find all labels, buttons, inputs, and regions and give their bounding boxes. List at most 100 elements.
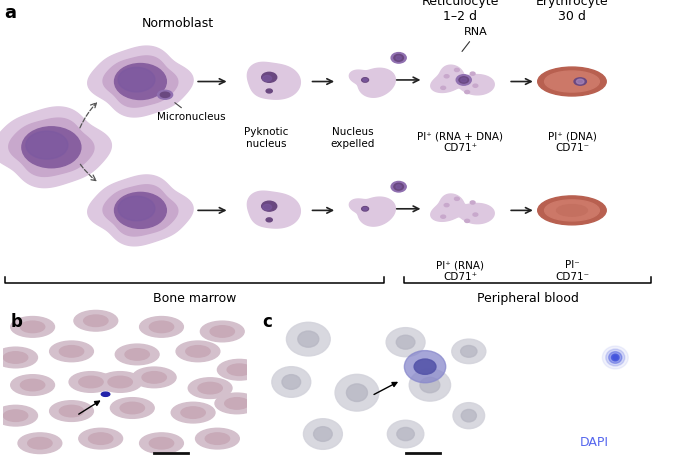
Text: Normoblast: Normoblast <box>142 17 214 30</box>
Ellipse shape <box>556 204 588 216</box>
Ellipse shape <box>22 127 81 168</box>
Ellipse shape <box>444 203 449 207</box>
Ellipse shape <box>18 433 62 454</box>
Ellipse shape <box>282 374 301 390</box>
Ellipse shape <box>120 402 145 414</box>
Ellipse shape <box>158 90 173 99</box>
Ellipse shape <box>453 403 484 429</box>
Ellipse shape <box>49 341 93 362</box>
Ellipse shape <box>460 346 477 357</box>
Text: PI⁺ (RNA + DNA)
CD71⁺: PI⁺ (RNA + DNA) CD71⁺ <box>417 131 503 153</box>
Ellipse shape <box>98 372 142 392</box>
Ellipse shape <box>118 67 155 92</box>
Ellipse shape <box>225 398 249 409</box>
Ellipse shape <box>88 433 113 444</box>
Ellipse shape <box>262 201 277 211</box>
Ellipse shape <box>115 344 159 365</box>
Polygon shape <box>9 118 94 177</box>
Text: PI⁻
CD71⁻: PI⁻ CD71⁻ <box>555 260 589 282</box>
Ellipse shape <box>363 79 367 81</box>
Polygon shape <box>88 175 193 246</box>
Ellipse shape <box>347 384 367 401</box>
Ellipse shape <box>397 427 414 441</box>
Ellipse shape <box>108 376 132 388</box>
Ellipse shape <box>198 382 222 394</box>
Ellipse shape <box>459 77 469 83</box>
Ellipse shape <box>186 346 210 357</box>
Ellipse shape <box>609 352 622 363</box>
Ellipse shape <box>470 201 475 204</box>
Ellipse shape <box>420 377 440 393</box>
Text: c: c <box>262 313 272 331</box>
Ellipse shape <box>455 68 459 72</box>
Ellipse shape <box>303 419 342 449</box>
Ellipse shape <box>215 393 259 414</box>
Ellipse shape <box>262 204 271 210</box>
Ellipse shape <box>195 428 239 449</box>
Ellipse shape <box>464 219 469 222</box>
Text: Nucleus
expelled: Nucleus expelled <box>331 127 375 149</box>
Ellipse shape <box>21 379 45 391</box>
Ellipse shape <box>409 369 451 401</box>
Ellipse shape <box>262 73 277 82</box>
Polygon shape <box>349 68 395 97</box>
Text: a: a <box>4 4 16 22</box>
Ellipse shape <box>286 322 330 356</box>
Ellipse shape <box>142 372 166 383</box>
Ellipse shape <box>545 71 599 92</box>
Text: Peripheral blood: Peripheral blood <box>477 292 578 305</box>
Ellipse shape <box>298 331 319 347</box>
Text: b: b <box>11 313 23 331</box>
Ellipse shape <box>206 433 229 444</box>
Ellipse shape <box>132 367 176 388</box>
Ellipse shape <box>0 406 38 426</box>
Ellipse shape <box>60 406 84 417</box>
Polygon shape <box>349 197 395 226</box>
Ellipse shape <box>441 215 445 218</box>
Ellipse shape <box>60 346 84 357</box>
Text: Pyknotic
nucleus: Pyknotic nucleus <box>244 127 288 149</box>
Ellipse shape <box>201 321 244 342</box>
Ellipse shape <box>452 339 486 364</box>
Ellipse shape <box>613 356 618 359</box>
Ellipse shape <box>188 378 232 398</box>
Text: Reticulocyte
1–2 d: Reticulocyte 1–2 d <box>422 0 499 24</box>
Polygon shape <box>247 62 300 99</box>
Polygon shape <box>431 194 495 224</box>
Ellipse shape <box>272 366 311 397</box>
Ellipse shape <box>545 200 599 221</box>
Polygon shape <box>247 191 300 228</box>
Ellipse shape <box>11 317 55 337</box>
Ellipse shape <box>84 315 108 326</box>
Ellipse shape <box>140 317 184 337</box>
Ellipse shape <box>386 328 425 357</box>
Ellipse shape <box>444 75 449 78</box>
Polygon shape <box>103 185 178 236</box>
Text: DAPI: DAPI <box>580 436 609 449</box>
Ellipse shape <box>606 349 625 366</box>
Ellipse shape <box>464 90 469 94</box>
Ellipse shape <box>602 346 628 369</box>
Ellipse shape <box>394 55 403 61</box>
Ellipse shape <box>391 53 406 63</box>
Ellipse shape <box>176 341 220 362</box>
Text: Erythrocyte
30 d: Erythrocyte 30 d <box>536 0 608 24</box>
Ellipse shape <box>74 310 118 331</box>
Ellipse shape <box>391 181 406 192</box>
Ellipse shape <box>27 438 52 449</box>
Ellipse shape <box>69 372 113 392</box>
Ellipse shape <box>335 374 379 411</box>
Text: d: d <box>517 313 529 331</box>
Ellipse shape <box>181 407 206 418</box>
Ellipse shape <box>114 192 166 228</box>
Ellipse shape <box>396 335 415 349</box>
Ellipse shape <box>3 410 27 422</box>
Ellipse shape <box>473 213 477 216</box>
Ellipse shape <box>262 75 271 81</box>
Ellipse shape <box>227 364 251 375</box>
Ellipse shape <box>538 196 606 225</box>
Ellipse shape <box>612 354 619 361</box>
Ellipse shape <box>140 433 184 454</box>
Ellipse shape <box>118 196 155 221</box>
Polygon shape <box>0 107 112 187</box>
